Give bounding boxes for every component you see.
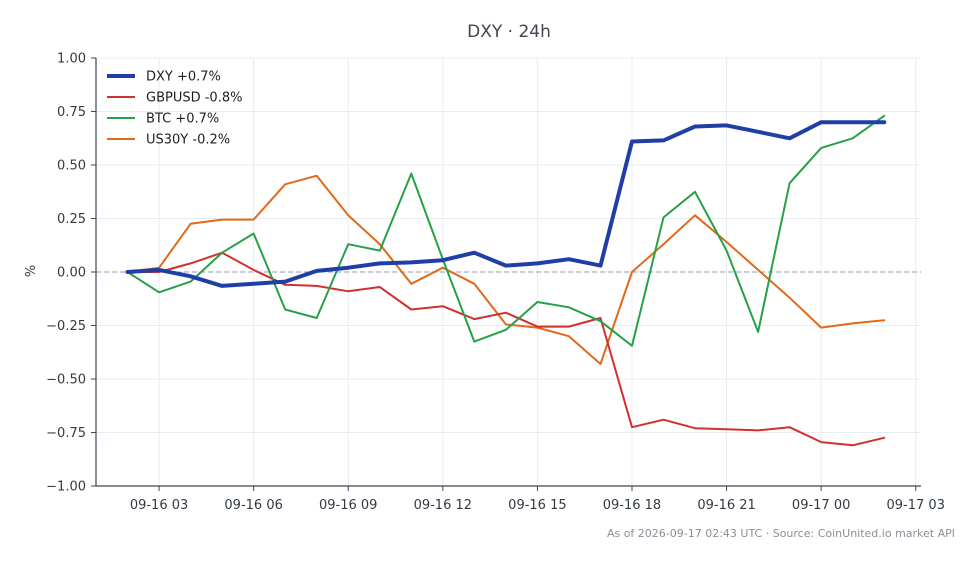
x-tick-label: 09-16 09 xyxy=(319,498,377,513)
series-line-btc xyxy=(126,114,886,347)
y-tick-label: 0.25 xyxy=(57,212,86,227)
legend-label: DXY +0.7% xyxy=(146,70,221,85)
x-axis-ticks: 09-16 03 09-16 06 09-16 09 09-16 12 09-16 15… xyxy=(130,486,945,513)
x-tick-label: 09-17 00 xyxy=(792,498,850,513)
x-tick-label: 09-17 03 xyxy=(887,498,945,513)
x-tick-label: 09-16 06 xyxy=(224,498,282,513)
chart-title: DXY · 24h xyxy=(467,22,551,42)
series-line-us30y xyxy=(126,174,886,365)
y-axis-label: % xyxy=(24,265,39,277)
y-axis-ticks: 1.00 0.75 0.50 0.25 0.00 −0.25 −0.50 −0.75 −1.00 xyxy=(46,52,96,495)
y-tick-label: −0.75 xyxy=(46,426,86,441)
y-tick-label: −0.25 xyxy=(46,319,86,334)
y-tick-label: 1.00 xyxy=(57,52,86,67)
series-line-gbpusd xyxy=(126,251,886,447)
footer-source: As of 2026-09-17 02:43 UTC · Source: Coi… xyxy=(607,527,955,540)
y-tick-label: 0.00 xyxy=(57,266,86,281)
y-tick-label: −0.50 xyxy=(46,373,86,388)
x-tick-label: 09-16 18 xyxy=(603,498,661,513)
x-tick-label: 09-16 12 xyxy=(414,498,472,513)
x-tick-label: 09-16 03 xyxy=(130,498,188,513)
series-layer xyxy=(125,114,887,447)
x-tick-label: 09-16 15 xyxy=(508,498,566,513)
x-tick-label: 09-16 21 xyxy=(697,498,755,513)
series-line-dxy xyxy=(125,120,887,288)
y-tick-label: 0.50 xyxy=(57,159,86,174)
legend-label: BTC +0.7% xyxy=(146,112,219,127)
legend-label: GBPUSD -0.8% xyxy=(146,91,242,106)
legend: DXY +0.7% GBPUSD -0.8% BTC +0.7% US30Y -0.2… xyxy=(107,70,242,148)
y-tick-label: 0.75 xyxy=(57,105,86,120)
y-tick-label: −1.00 xyxy=(46,480,86,495)
legend-label: US30Y -0.2% xyxy=(146,133,230,148)
